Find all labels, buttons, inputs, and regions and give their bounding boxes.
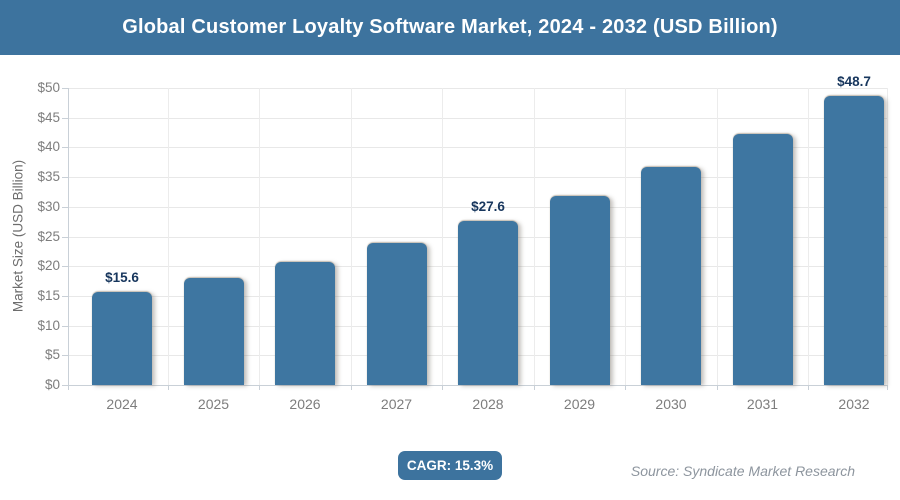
y-tick-label: $0 bbox=[44, 377, 60, 392]
x-tick-label: 2030 bbox=[655, 396, 687, 412]
h-gridline bbox=[68, 117, 887, 119]
bar-2027 bbox=[366, 243, 427, 385]
h-gridline bbox=[68, 88, 887, 89]
h-gridline bbox=[68, 206, 887, 208]
v-gridline bbox=[808, 88, 810, 385]
bar-value-label: $27.6 bbox=[471, 199, 505, 215]
y-tick-mark bbox=[62, 325, 68, 327]
y-tick-label: $50 bbox=[37, 80, 60, 95]
bar-value-label: $48.7 bbox=[837, 73, 871, 89]
bar-value-label: $15.6 bbox=[105, 270, 139, 286]
h-gridline bbox=[68, 177, 887, 179]
y-tick-mark bbox=[62, 117, 68, 119]
plot-area: $0 $5 $10 $15 $20 $25 $30 $35 $40 $45 $50 $15.6 2024… bbox=[0, 55, 900, 500]
x-tick-label: 2027 bbox=[380, 396, 413, 412]
bar-2030 bbox=[641, 167, 701, 385]
y-tick-mark bbox=[62, 295, 68, 297]
cagr-badge-label: CAGR: 15.3% bbox=[406, 458, 494, 473]
y-tick-label: $5 bbox=[44, 347, 60, 363]
v-gridline bbox=[625, 88, 627, 385]
x-tick-mark bbox=[68, 385, 69, 390]
x-tick-mark bbox=[442, 385, 444, 390]
bar-2032 bbox=[824, 95, 884, 385]
x-tick-label: 2032 bbox=[838, 396, 870, 412]
y-tick-mark bbox=[62, 147, 68, 149]
x-tick-label: 2031 bbox=[746, 396, 779, 412]
x-tick-label: 2024 bbox=[106, 396, 138, 412]
y-tick-label: $45 bbox=[37, 109, 60, 125]
chart-plot-region: Market Size (USD Billion) $0 $5 $10 $15 $20 $… bbox=[0, 55, 900, 500]
x-tick-label: 2025 bbox=[197, 396, 230, 412]
x-tick-mark bbox=[259, 385, 261, 390]
x-tick-mark bbox=[625, 385, 627, 390]
h-gridline bbox=[68, 147, 887, 149]
x-tick-mark bbox=[808, 385, 810, 390]
y-tick-mark bbox=[62, 177, 68, 179]
y-tick-label: $35 bbox=[37, 169, 60, 185]
y-tick-label: $10 bbox=[37, 317, 60, 333]
bar-2031 bbox=[732, 133, 793, 385]
x-tick-label: 2026 bbox=[289, 396, 321, 412]
bar-2024 bbox=[92, 292, 152, 385]
y-axis-line bbox=[68, 88, 69, 385]
y-tick-mark bbox=[62, 355, 68, 357]
v-gridline bbox=[259, 88, 261, 385]
bar-2029 bbox=[549, 196, 610, 385]
bar-2028 bbox=[458, 221, 518, 385]
x-tick-label: 2029 bbox=[563, 396, 596, 412]
y-tick-mark bbox=[62, 385, 68, 386]
y-tick-mark bbox=[62, 266, 68, 268]
chart-title-bar: Global Customer Loyalty Software Market,… bbox=[0, 0, 900, 55]
v-gridline bbox=[350, 88, 352, 385]
y-tick-label: $30 bbox=[37, 198, 60, 214]
y-tick-label: $15 bbox=[37, 287, 60, 303]
v-gridline bbox=[167, 88, 169, 385]
y-tick-label: $20 bbox=[37, 258, 60, 274]
x-tick-mark bbox=[716, 385, 718, 390]
x-axis-line bbox=[68, 385, 887, 386]
x-tick-label: 2028 bbox=[472, 396, 504, 412]
v-gridline bbox=[716, 88, 718, 385]
y-tick-label: $25 bbox=[37, 228, 60, 244]
source-credit: Source: Syndicate Market Research bbox=[630, 463, 855, 479]
y-tick-mark bbox=[62, 206, 68, 208]
cagr-badge: CAGR: 15.3% bbox=[398, 451, 502, 480]
x-tick-mark bbox=[350, 385, 352, 390]
y-tick-label: $40 bbox=[37, 139, 60, 155]
x-tick-mark bbox=[887, 385, 888, 390]
x-tick-mark bbox=[533, 385, 535, 390]
v-gridline bbox=[533, 88, 535, 385]
bar-2026 bbox=[275, 262, 335, 385]
v-gridline bbox=[442, 88, 444, 385]
y-tick-mark bbox=[62, 236, 68, 238]
chart-title: Global Customer Loyalty Software Market,… bbox=[122, 16, 778, 38]
x-tick-mark bbox=[167, 385, 169, 390]
y-tick-mark bbox=[62, 88, 68, 89]
plot-right-border bbox=[887, 88, 888, 385]
bar-2025 bbox=[183, 278, 244, 385]
